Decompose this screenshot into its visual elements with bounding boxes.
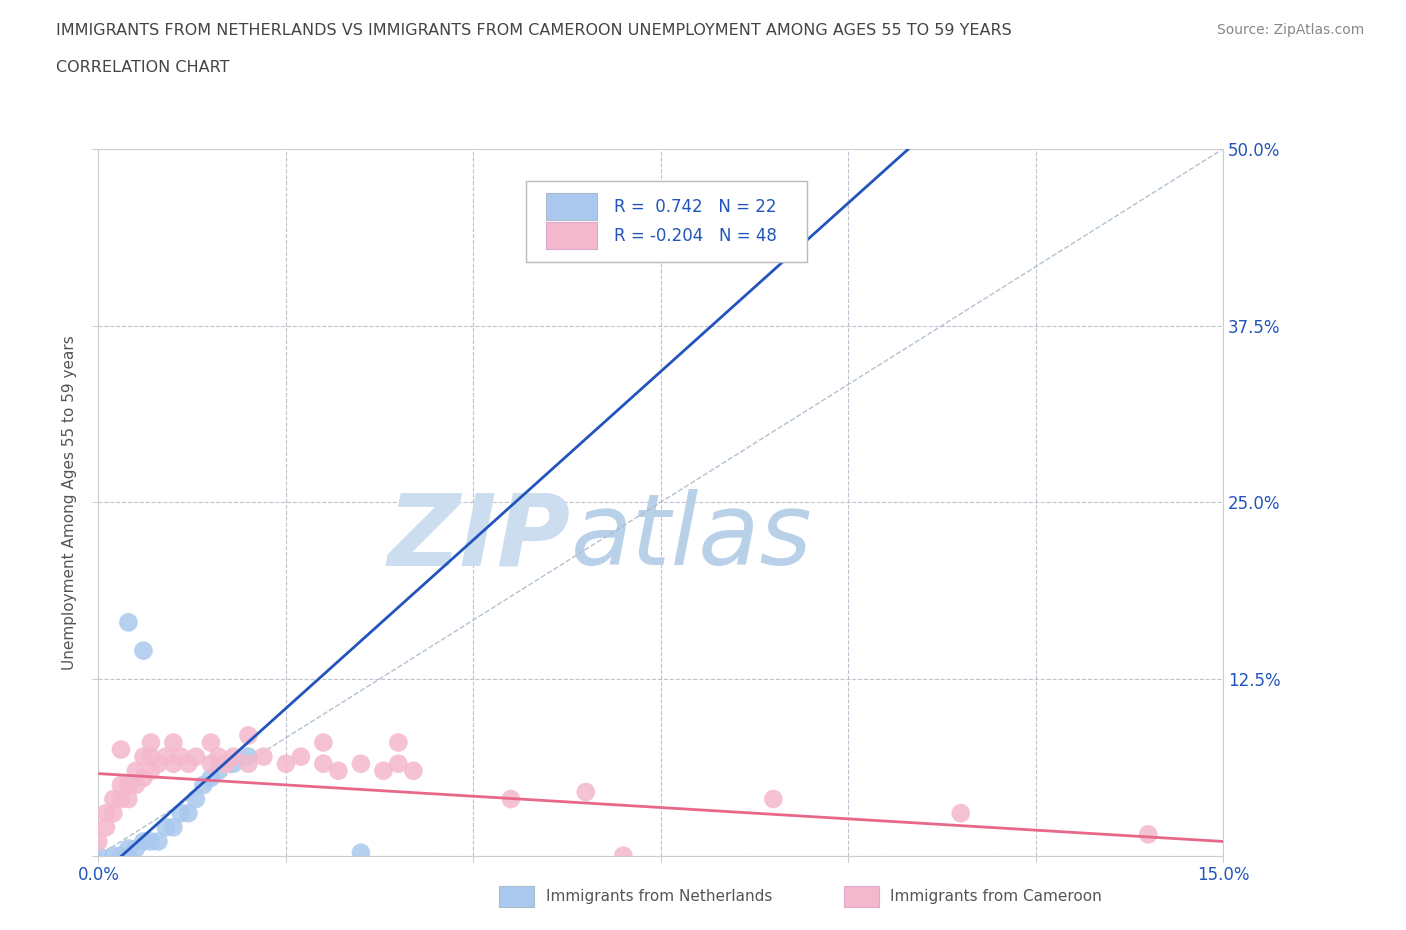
Point bbox=[200, 756, 222, 771]
Text: Source: ZipAtlas.com: Source: ZipAtlas.com bbox=[1216, 23, 1364, 37]
Point bbox=[110, 742, 132, 757]
Point bbox=[125, 777, 148, 792]
Point bbox=[222, 756, 245, 771]
Point bbox=[117, 841, 139, 856]
Point bbox=[177, 756, 200, 771]
Point bbox=[238, 750, 260, 764]
Point bbox=[575, 785, 598, 800]
Point bbox=[350, 756, 373, 771]
Point bbox=[499, 791, 522, 806]
Point bbox=[312, 735, 335, 750]
Text: CORRELATION CHART: CORRELATION CHART bbox=[56, 60, 229, 75]
Point bbox=[184, 750, 207, 764]
Point bbox=[290, 750, 312, 764]
Point bbox=[110, 791, 132, 806]
Point bbox=[252, 750, 274, 764]
Point bbox=[238, 728, 260, 743]
Point bbox=[103, 848, 125, 863]
Point bbox=[148, 756, 170, 771]
Point bbox=[125, 764, 148, 778]
Point bbox=[207, 764, 229, 778]
Point bbox=[170, 805, 193, 820]
Point bbox=[110, 848, 132, 863]
Point bbox=[139, 750, 162, 764]
Point bbox=[117, 777, 139, 792]
Text: ZIP: ZIP bbox=[388, 489, 571, 586]
Point bbox=[117, 615, 139, 630]
Point bbox=[139, 735, 162, 750]
Point bbox=[94, 820, 117, 835]
Point bbox=[103, 805, 125, 820]
Point bbox=[94, 805, 117, 820]
Point bbox=[238, 756, 260, 771]
Point bbox=[139, 834, 162, 849]
Text: atlas: atlas bbox=[571, 489, 813, 586]
Text: R = -0.204   N = 48: R = -0.204 N = 48 bbox=[613, 227, 776, 245]
Point bbox=[200, 735, 222, 750]
Point bbox=[117, 848, 139, 863]
Point bbox=[207, 750, 229, 764]
Point bbox=[177, 805, 200, 820]
Point bbox=[148, 834, 170, 849]
FancyBboxPatch shape bbox=[526, 180, 807, 262]
Point bbox=[162, 820, 184, 835]
Point bbox=[139, 764, 162, 778]
Text: R =  0.742   N = 22: R = 0.742 N = 22 bbox=[613, 198, 776, 216]
Point bbox=[215, 756, 238, 771]
Point bbox=[87, 848, 110, 863]
Point bbox=[125, 841, 148, 856]
Point bbox=[762, 791, 785, 806]
Point bbox=[350, 845, 373, 860]
Point bbox=[387, 735, 409, 750]
Point bbox=[117, 791, 139, 806]
Point bbox=[110, 777, 132, 792]
Y-axis label: Unemployment Among Ages 55 to 59 years: Unemployment Among Ages 55 to 59 years bbox=[62, 335, 77, 670]
Bar bbox=[546, 193, 596, 220]
Text: IMMIGRANTS FROM NETHERLANDS VS IMMIGRANTS FROM CAMEROON UNEMPLOYMENT AMONG AGES : IMMIGRANTS FROM NETHERLANDS VS IMMIGRANT… bbox=[56, 23, 1012, 38]
Point bbox=[87, 834, 110, 849]
Point bbox=[312, 756, 335, 771]
Point bbox=[132, 644, 155, 658]
Bar bbox=[546, 222, 596, 249]
Point bbox=[155, 820, 177, 835]
Point bbox=[155, 750, 177, 764]
Point bbox=[170, 750, 193, 764]
Point bbox=[132, 750, 155, 764]
Point bbox=[132, 770, 155, 785]
Point bbox=[103, 791, 125, 806]
Point bbox=[222, 750, 245, 764]
Point bbox=[612, 848, 634, 863]
Point bbox=[132, 834, 155, 849]
Point bbox=[193, 777, 215, 792]
Point bbox=[184, 791, 207, 806]
Point bbox=[402, 764, 425, 778]
Point bbox=[1137, 827, 1160, 842]
Point bbox=[200, 770, 222, 785]
Point bbox=[949, 805, 972, 820]
Point bbox=[373, 764, 395, 778]
Point bbox=[387, 756, 409, 771]
Text: Immigrants from Cameroon: Immigrants from Cameroon bbox=[890, 889, 1102, 904]
Text: Immigrants from Netherlands: Immigrants from Netherlands bbox=[546, 889, 772, 904]
Point bbox=[328, 764, 350, 778]
Point bbox=[162, 756, 184, 771]
Point bbox=[274, 756, 297, 771]
Point bbox=[162, 735, 184, 750]
